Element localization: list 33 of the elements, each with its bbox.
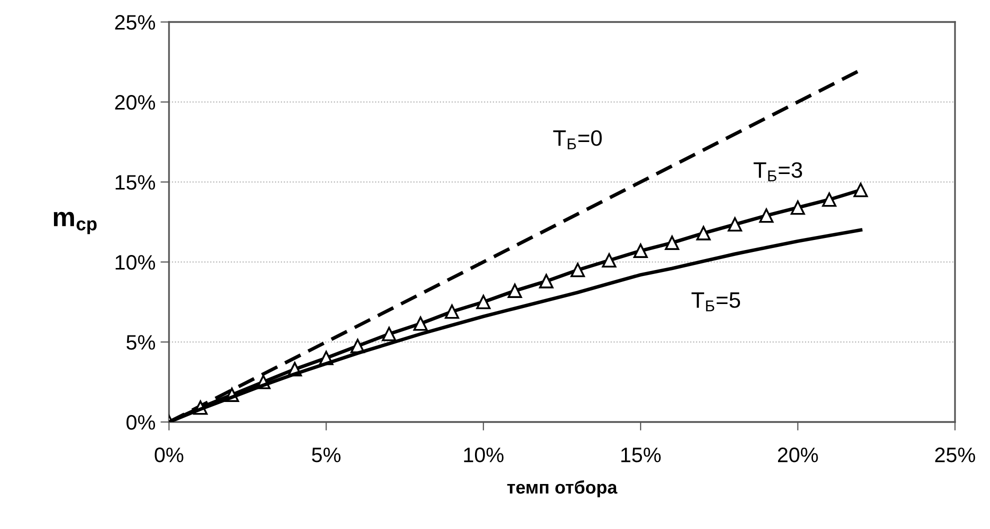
point — [696, 226, 711, 240]
x-tick-label: 25% — [935, 448, 976, 462]
x-tick-label: 5% — [312, 448, 341, 462]
x-tick-label: 0% — [154, 448, 184, 462]
point — [508, 284, 522, 298]
series-label: T$_{Б}$=3 — [754, 162, 802, 182]
point — [664, 236, 680, 250]
y-tick-label: 0% — [126, 415, 156, 430]
point — [633, 244, 648, 258]
point — [570, 262, 585, 278]
x-tick-label: 10% — [464, 448, 504, 462]
y-tick-label: 15% — [116, 175, 156, 190]
point — [413, 316, 428, 331]
point — [790, 200, 805, 215]
y-axis-title: m$_{cp}$ — [54, 212, 97, 234]
point — [854, 182, 868, 198]
point — [476, 294, 491, 310]
y-tick-label: 25% — [115, 15, 156, 30]
y-tick-label: 10% — [116, 255, 156, 270]
x-axis-title: темп отбора — [507, 480, 618, 498]
point — [602, 253, 616, 268]
x-tick-label: 20% — [778, 448, 818, 462]
x-tick-label: 15% — [621, 448, 661, 462]
point — [759, 208, 774, 223]
point — [382, 326, 396, 342]
text: T$_{Б}$=0 — [553, 130, 602, 150]
point — [539, 274, 554, 288]
point — [822, 192, 836, 207]
point — [728, 217, 742, 232]
point — [444, 304, 460, 319]
y-tick-label: 5% — [126, 335, 156, 350]
series-label: T$_{Б}$=5 — [692, 292, 740, 312]
y-tick-label: 20% — [115, 95, 156, 110]
